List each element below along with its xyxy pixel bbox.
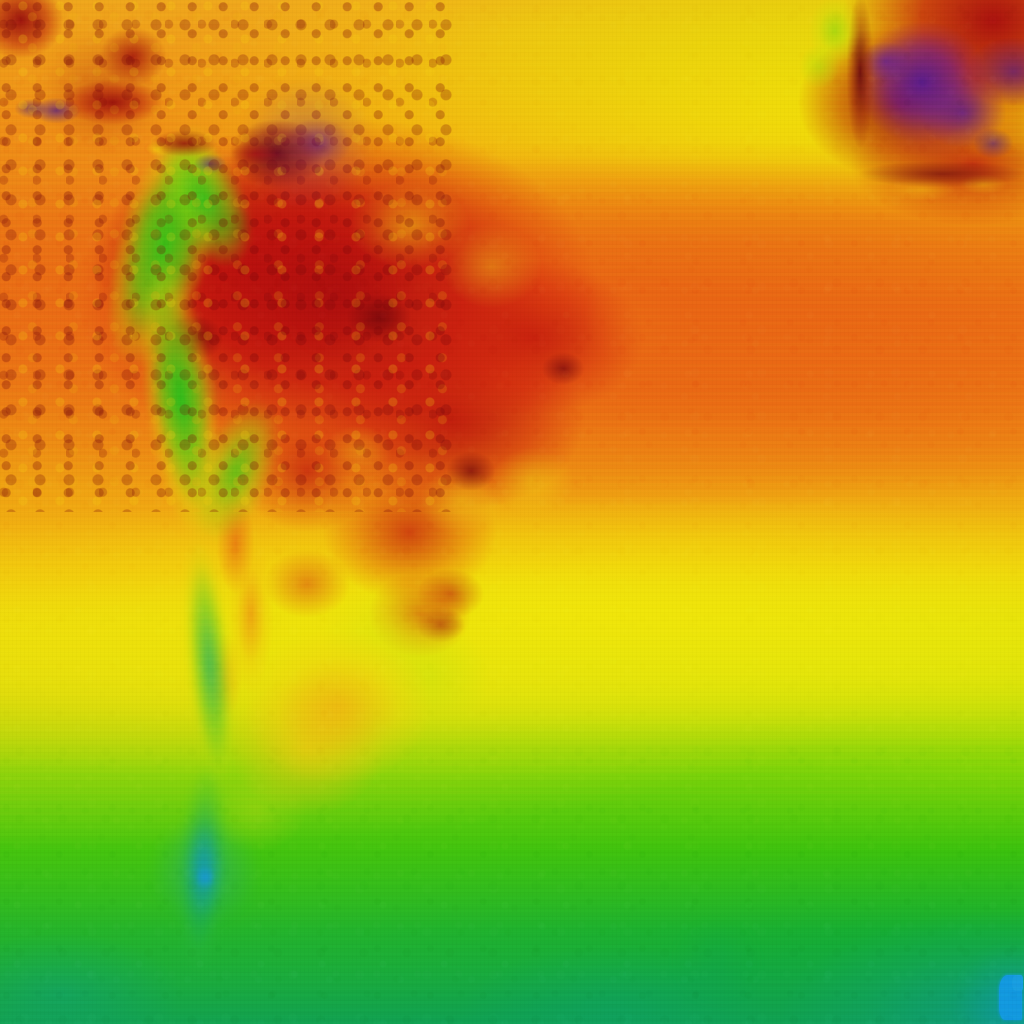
feature-southern-cone-warm (285, 674, 371, 760)
feature-equatorial-atlantic-warm-belt (586, 269, 684, 366)
feature-tropical-atlantic-yellow-belt (676, 42, 757, 122)
amazon-pixel-speckle-texture (0, 0, 461, 512)
south-atlantic-cold-patch-secondary (1011, 974, 1023, 992)
feature-south-atlantic-cool (674, 919, 760, 1006)
feature-andes-southern-cold-peaks (150, 816, 259, 925)
feature-west-africa-extreme-heat (865, 25, 999, 159)
